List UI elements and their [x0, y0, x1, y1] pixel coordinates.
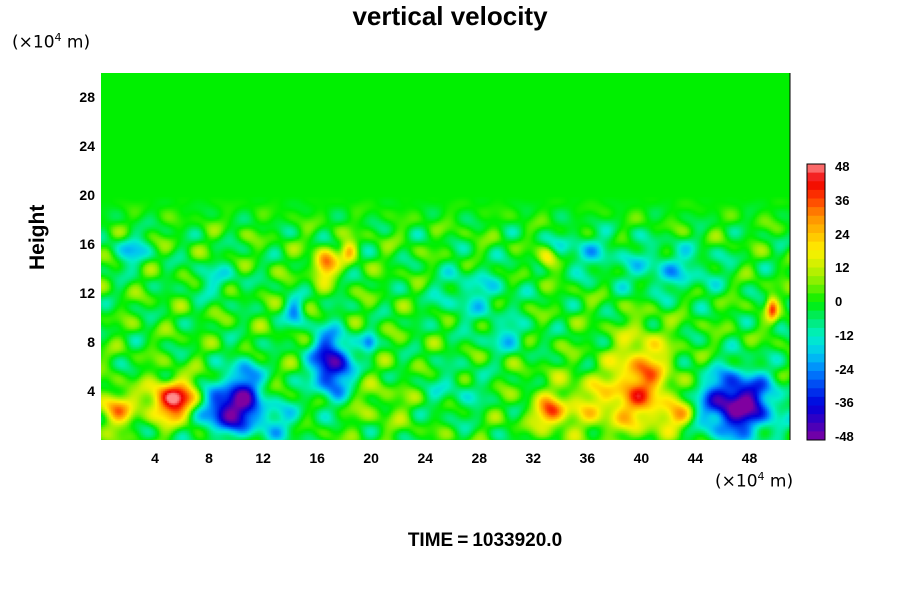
colorbar-bin: [807, 276, 825, 286]
x-tick-label: 4: [151, 450, 159, 466]
colorbar-bin: [807, 284, 825, 294]
colorbar-bin: [807, 327, 825, 337]
colorbar-tick-label: 36: [835, 192, 850, 208]
x-tick-label: 8: [205, 450, 213, 466]
colorbar-bin: [807, 319, 825, 329]
colorbar-bin: [807, 388, 825, 398]
colorbar-bin: [807, 362, 825, 372]
colorbar-bin: [807, 215, 825, 225]
colorbar-bin: [807, 189, 825, 199]
colorbar-bin: [807, 336, 825, 346]
colorbar-bin: [807, 302, 825, 312]
colorbar-bin: [807, 224, 825, 234]
y-tick-label: 24: [79, 138, 95, 155]
x-tick-label: 32: [525, 450, 542, 466]
colorbar-bin: [807, 396, 825, 406]
colorbar-bin: [807, 250, 825, 260]
x-tick-label: 20: [363, 450, 379, 466]
y-tick-label: 20: [79, 187, 95, 204]
colorbar-tick-label: 48: [835, 159, 850, 174]
colorbar-bin: [807, 353, 825, 363]
x-tick-label: 28: [471, 450, 488, 466]
x-tick-label: 44: [687, 450, 704, 466]
colorbar-bin: [807, 198, 825, 208]
colorbar-tick-label: 0: [835, 294, 843, 309]
colorbar-tick-label: 12: [835, 260, 850, 276]
time-label: TIME: [407, 530, 454, 551]
colorbar-bin: [807, 233, 825, 243]
chart-title: vertical velocity: [352, 1, 548, 31]
colorbar-bin: [807, 405, 825, 415]
y-tick-label: 4: [87, 383, 95, 400]
colorbar-bin: [807, 422, 825, 432]
colorbar-bin: [807, 172, 825, 182]
colorbar-bin: [807, 207, 825, 217]
x-tick-label: 16: [309, 450, 325, 466]
colorbar-bin: [807, 379, 825, 389]
colorbar-tick-label: -24: [835, 361, 854, 377]
time-value: 1033920.0: [472, 530, 563, 551]
colorbar-bin: [807, 267, 825, 277]
x-tick-label: 12: [255, 450, 271, 466]
colorbar-bin: [807, 345, 825, 355]
y-tick-label: 12: [79, 285, 95, 302]
colorbar-frame: [806, 163, 826, 441]
colorbar-bin: [807, 371, 825, 381]
x-unit-label: (×104 m): [715, 470, 794, 492]
colorbar-bin: [807, 181, 825, 191]
x-tick-label: 24: [417, 450, 434, 466]
colorbar-tick-label: -36: [835, 395, 854, 411]
colorbar-bin: [807, 241, 825, 251]
x-tick-label: 48: [741, 450, 758, 466]
x-tick-label: 36: [579, 450, 596, 466]
x-tick-label: 40: [633, 450, 650, 466]
colorbar-tick-label: -12: [835, 327, 854, 343]
y-tick-label: 28: [79, 89, 95, 106]
y-tick-label: 8: [87, 334, 95, 351]
colorbar-bin: [807, 164, 825, 174]
colorbar-tick-label: -48: [835, 429, 854, 444]
y-unit-label: (×104 m): [12, 31, 91, 53]
time-readout: TIME = 1033920.0: [407, 530, 563, 551]
colorbar-bin: [807, 293, 825, 303]
y-tick-label: 16: [79, 236, 95, 253]
colorbar-bin: [807, 258, 825, 268]
colorbar-bin: [807, 414, 825, 424]
heatmap-field: [101, 73, 790, 440]
colorbar-bin: [807, 310, 825, 320]
colorbar-bin: [807, 431, 825, 441]
colorbar-tick-label: 24: [835, 226, 850, 242]
